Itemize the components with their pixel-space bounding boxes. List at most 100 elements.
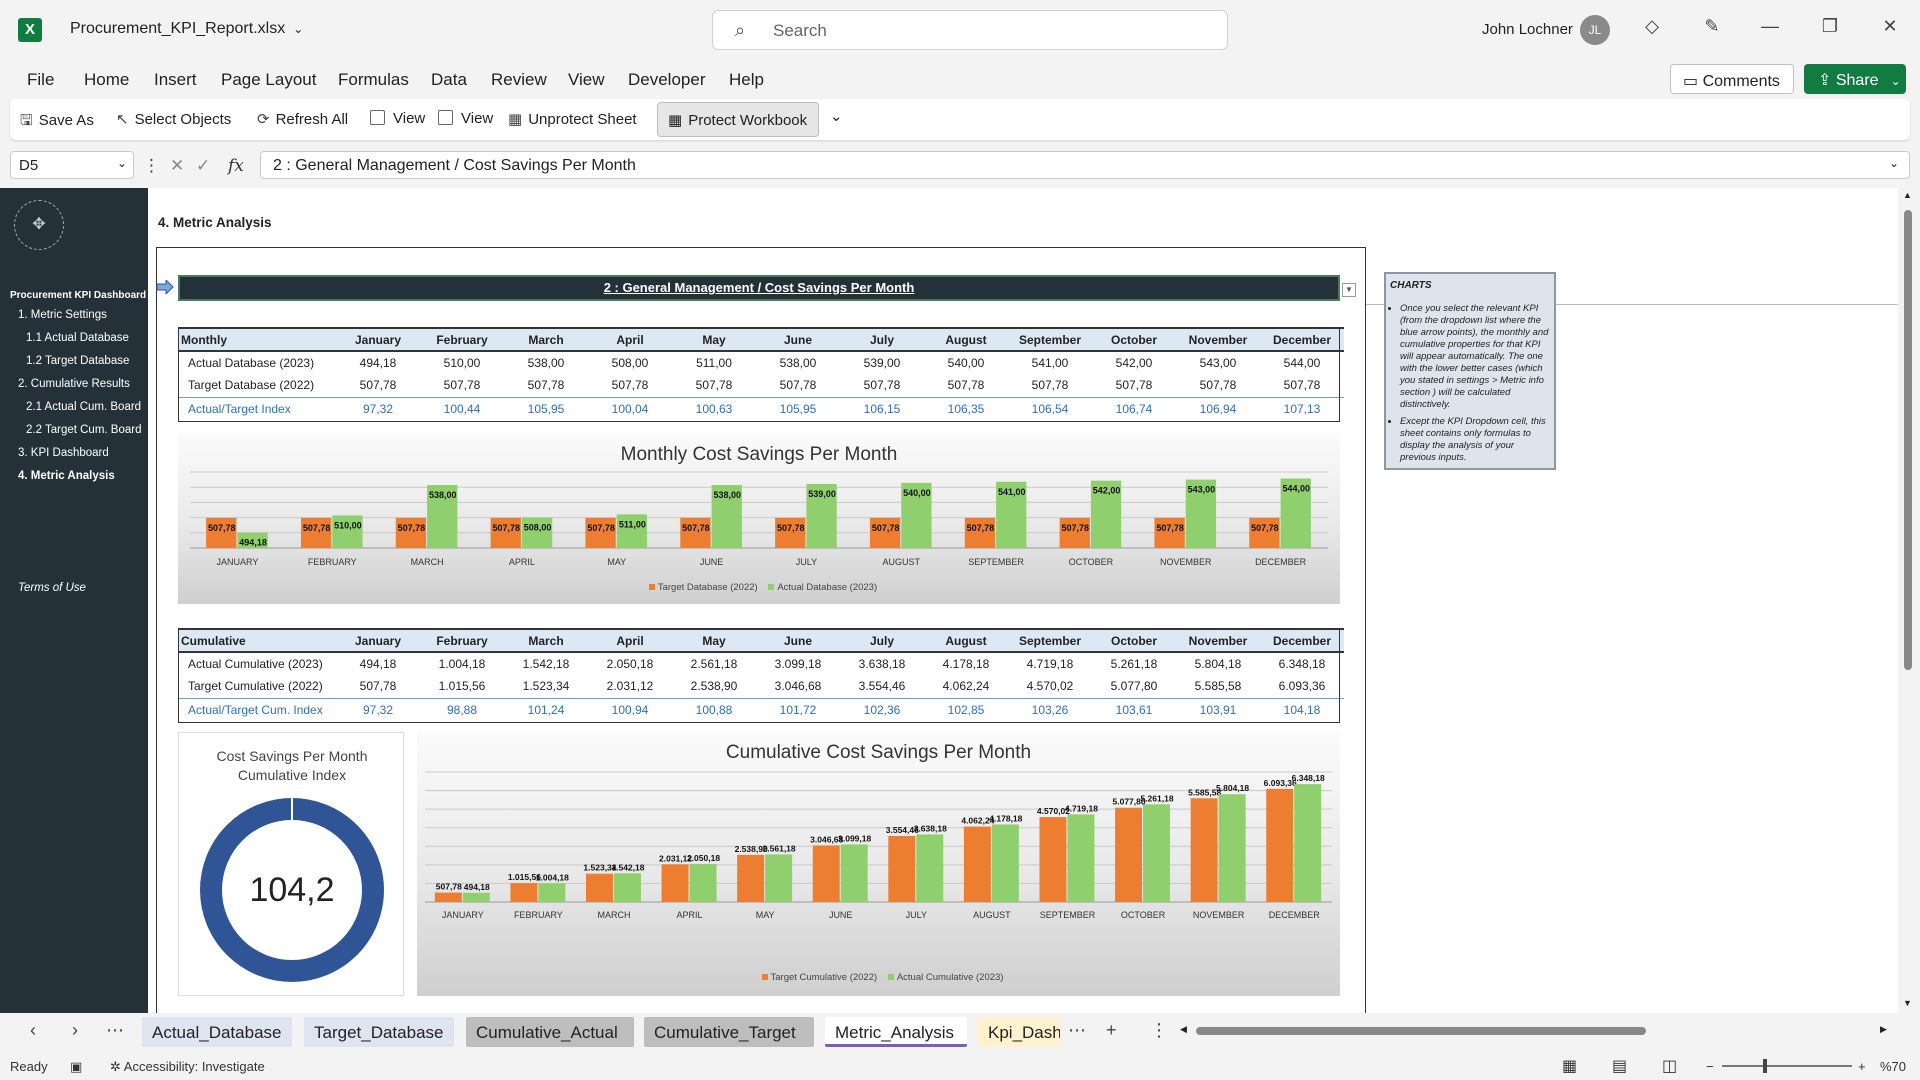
bar-target[interactable]: [1115, 807, 1143, 902]
bar-actual[interactable]: [1218, 794, 1246, 902]
table-cell[interactable]: 106,35: [924, 396, 1008, 420]
bar-target[interactable]: [1249, 517, 1280, 548]
table-cell[interactable]: 6.348,18: [1278, 657, 1326, 671]
table-cell[interactable]: 544,00: [1283, 356, 1321, 370]
tab-prev-icon[interactable]: ‹: [30, 1020, 36, 1040]
sidebar-item-target-cum-board[interactable]: 2.2 Target Cum. Board: [26, 424, 142, 436]
zoom-out-icon[interactable]: −: [1706, 1059, 1714, 1074]
table-cell[interactable]: 100,94: [588, 697, 672, 721]
scroll-down-icon[interactable]: ▼: [1903, 998, 1912, 1008]
bar-actual[interactable]: [1185, 479, 1217, 548]
table-cell[interactable]: 507,78: [779, 378, 817, 393]
bar-target[interactable]: [963, 826, 991, 902]
table-cell[interactable]: 4.062,24: [942, 679, 990, 694]
tab-kpi-dash[interactable]: Kpi_Dash: [978, 1017, 1060, 1047]
vertical-scrollbar[interactable]: ▲ ▼: [1898, 188, 1920, 1013]
table-cell[interactable]: 100,63: [672, 396, 756, 420]
table-cell[interactable]: 107,13: [1260, 396, 1344, 420]
bar-target[interactable]: [490, 517, 521, 548]
table-cell[interactable]: 508,00: [611, 356, 649, 370]
table-cell[interactable]: 539,00: [863, 356, 901, 370]
row-label[interactable]: Actual/Target Cum. Index: [178, 697, 336, 721]
diamond-icon[interactable]: ◇: [1645, 16, 1659, 36]
bar-actual[interactable]: [427, 485, 458, 548]
monthly-chart[interactable]: Monthly Cost Savings Per Month 507,78 494…: [178, 434, 1340, 604]
table-cell[interactable]: 2.031,12: [606, 679, 654, 694]
kpi-dropdown-cell[interactable]: 2 : General Management / Cost Savings Pe…: [178, 275, 1340, 301]
menu-formulas[interactable]: Formulas: [338, 70, 409, 89]
bar-target[interactable]: [300, 517, 332, 548]
name-box[interactable]: D5 ⌄: [10, 151, 134, 179]
bar-target[interactable]: [434, 892, 462, 902]
row-label[interactable]: Target Database (2022): [188, 378, 315, 393]
zoom-in-icon[interactable]: +: [1858, 1059, 1866, 1074]
table-cell[interactable]: 5.077,80: [1110, 679, 1158, 694]
bar-actual[interactable]: [901, 482, 932, 548]
tab-cumulative-actual[interactable]: Cumulative_Actual: [466, 1017, 634, 1047]
sidebar-item-actual-cum-board[interactable]: 2.1 Actual Cum. Board: [26, 401, 142, 413]
sidebar-item-metric-settings[interactable]: 1. Metric Settings: [18, 309, 107, 321]
bar-target[interactable]: [964, 517, 996, 548]
table-cell[interactable]: 4.719,18: [1026, 657, 1074, 671]
table-cell[interactable]: 106,54: [1008, 396, 1092, 420]
sidebar-item-kpi-dashboard[interactable]: 3. KPI Dashboard: [18, 447, 109, 459]
bar-actual[interactable]: [765, 854, 793, 902]
table-cell[interactable]: 3.099,18: [774, 657, 822, 671]
select-objects-button[interactable]: ↖ Select Objects: [116, 110, 231, 128]
bar-actual[interactable]: [991, 824, 1019, 902]
row-label[interactable]: Actual/Target Index: [178, 396, 336, 420]
table-cell[interactable]: 542,00: [1115, 356, 1153, 370]
table-cell[interactable]: 106,94: [1176, 396, 1260, 420]
scroll-left-icon[interactable]: ◀: [1180, 1024, 1187, 1034]
row-label[interactable]: Target Cumulative (2022): [188, 679, 323, 694]
table-cell[interactable]: 105,95: [756, 396, 840, 420]
page-break-view-icon[interactable]: ◫: [1662, 1058, 1678, 1075]
dropdown-arrow-icon[interactable]: ▼: [1342, 283, 1356, 297]
table-cell[interactable]: 4.178,18: [942, 657, 990, 671]
table-cell[interactable]: 5.261,18: [1110, 657, 1158, 671]
tab-metric-analysis[interactable]: Metric_Analysis: [825, 1017, 967, 1047]
table-cell[interactable]: 3.554,46: [858, 679, 906, 694]
add-sheet-icon[interactable]: +: [1106, 1020, 1117, 1040]
bar-actual[interactable]: [616, 514, 648, 548]
table-cell[interactable]: 507,78: [1199, 378, 1237, 393]
file-name[interactable]: Procurement_KPI_Report.xlsx ⌄: [70, 20, 303, 38]
more-icon[interactable]: ⋮: [143, 156, 160, 175]
table-cell[interactable]: 507,78: [611, 378, 649, 393]
bar-actual[interactable]: [1067, 814, 1095, 902]
restore-icon[interactable]: ❐: [1821, 16, 1839, 36]
tab-cumulative-target[interactable]: Cumulative_Target: [644, 1017, 814, 1047]
zoom-slider-handle[interactable]: [1763, 1059, 1767, 1073]
table-cell[interactable]: 507,78: [695, 378, 733, 393]
bar-target[interactable]: [1059, 517, 1090, 548]
table-cell[interactable]: 100,44: [420, 396, 504, 420]
table-cell[interactable]: 2.561,18: [690, 657, 738, 671]
avatar[interactable]: JL: [1580, 15, 1610, 45]
search-box[interactable]: ⌕ Search: [712, 10, 1228, 50]
menu-data[interactable]: Data: [431, 70, 467, 89]
unprotect-sheet-button[interactable]: ▦ Unprotect Sheet: [508, 110, 637, 128]
minimize-icon[interactable]: —: [1761, 16, 1779, 36]
menu-review[interactable]: Review: [491, 70, 547, 89]
scroll-right-icon[interactable]: ▶: [1880, 1024, 1887, 1034]
table-cell[interactable]: 5.804,18: [1194, 657, 1242, 671]
table-cell[interactable]: 507,78: [443, 378, 481, 393]
table-cell[interactable]: 1.015,56: [438, 679, 486, 694]
macro-record-icon[interactable]: ▣: [70, 1059, 83, 1074]
bar-actual[interactable]: [996, 481, 1027, 548]
bar-target[interactable]: [510, 883, 538, 902]
bar-actual[interactable]: [840, 844, 868, 902]
bar-target[interactable]: [585, 873, 613, 902]
table-cell[interactable]: 104,18: [1260, 697, 1344, 721]
table-cell[interactable]: 100,04: [588, 396, 672, 420]
bar-actual[interactable]: [462, 892, 490, 902]
menu-developer[interactable]: Developer: [628, 70, 706, 89]
bar-target[interactable]: [680, 517, 711, 548]
table-cell[interactable]: 106,74: [1092, 396, 1176, 420]
tab-actual-database[interactable]: Actual_Database: [142, 1017, 292, 1047]
row-label[interactable]: Actual Database (2023): [188, 356, 315, 370]
terms-of-use-link[interactable]: Terms of Use: [18, 582, 86, 594]
pen-icon[interactable]: ✎: [1704, 16, 1720, 36]
share-button[interactable]: ⇪ Share ⌄: [1804, 64, 1906, 94]
view-checkbox-1[interactable]: View: [370, 110, 425, 127]
